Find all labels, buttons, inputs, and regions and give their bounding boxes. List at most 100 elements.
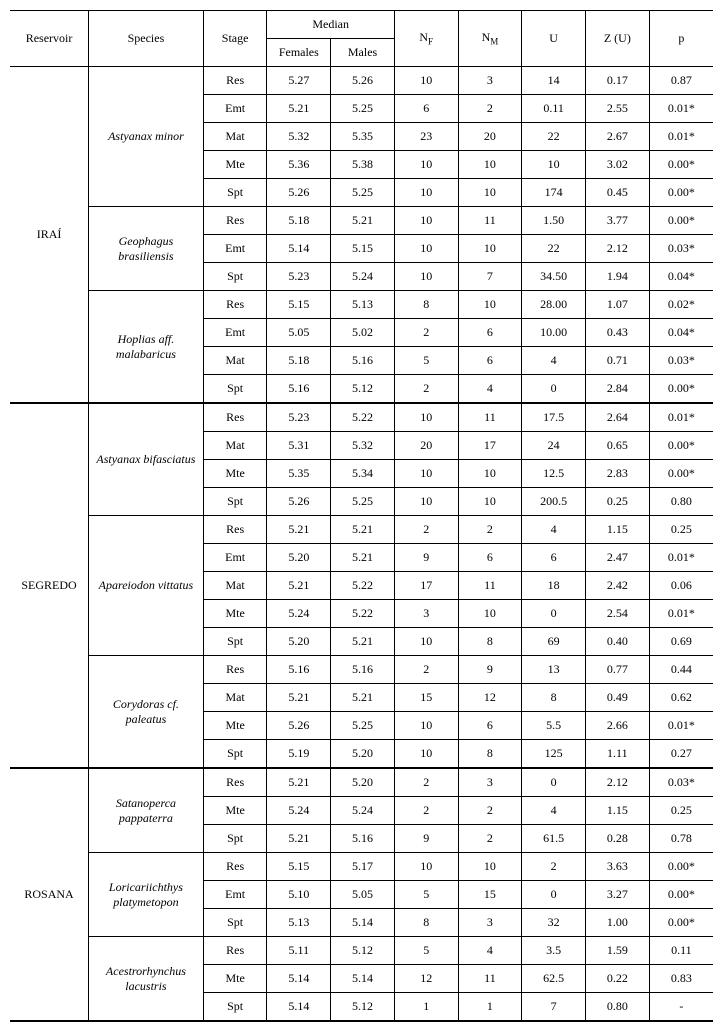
nf-cell: 2	[394, 656, 458, 684]
p-cell: 0.00*	[649, 432, 713, 460]
males-cell: 5.16	[331, 656, 395, 684]
zu-cell: 2.66	[585, 712, 649, 740]
females-cell: 5.23	[267, 263, 331, 291]
nf-cell: 10	[394, 179, 458, 207]
zu-cell: 2.64	[585, 403, 649, 432]
species-cell: Satanoperca pappaterra	[89, 768, 204, 853]
males-cell: 5.26	[331, 67, 395, 95]
nm-cell: 2	[458, 516, 522, 544]
males-cell: 5.20	[331, 740, 395, 769]
table-row: SEGREDOAstyanax bifasciatusRes5.235.2210…	[10, 403, 713, 432]
zu-cell: 1.00	[585, 909, 649, 937]
stage-cell: Res	[203, 853, 267, 881]
females-cell: 5.19	[267, 740, 331, 769]
u-cell: 0	[522, 375, 586, 404]
u-cell: 10	[522, 151, 586, 179]
males-cell: 5.02	[331, 319, 395, 347]
col-p: p	[649, 11, 713, 67]
nf-cell: 2	[394, 319, 458, 347]
stage-cell: Res	[203, 67, 267, 95]
nm-cell: 6	[458, 319, 522, 347]
p-cell: 0.00*	[649, 151, 713, 179]
males-cell: 5.22	[331, 600, 395, 628]
nf-sub: F	[428, 37, 433, 47]
species-cell: Hoplias aff. malabaricus	[89, 291, 204, 404]
stage-cell: Res	[203, 937, 267, 965]
p-cell: 0.02*	[649, 291, 713, 319]
males-cell: 5.25	[331, 488, 395, 516]
species-cell: Corydoras cf. paleatus	[89, 656, 204, 769]
zu-cell: 2.83	[585, 460, 649, 488]
stage-cell: Emt	[203, 319, 267, 347]
females-cell: 5.13	[267, 909, 331, 937]
table-row: Corydoras cf. paleatusRes5.165.1629130.7…	[10, 656, 713, 684]
nf-cell: 10	[394, 712, 458, 740]
nf-pre: N	[419, 30, 428, 44]
zu-cell: 2.47	[585, 544, 649, 572]
males-cell: 5.17	[331, 853, 395, 881]
nf-cell: 10	[394, 207, 458, 235]
nf-cell: 20	[394, 432, 458, 460]
nf-cell: 17	[394, 572, 458, 600]
females-cell: 5.23	[267, 403, 331, 432]
u-cell: 5.5	[522, 712, 586, 740]
p-cell: 0.11	[649, 937, 713, 965]
reservoir-cell: ROSANA	[10, 768, 89, 1021]
stage-cell: Res	[203, 768, 267, 797]
stage-cell: Mte	[203, 151, 267, 179]
p-cell: 0.00*	[649, 207, 713, 235]
females-cell: 5.21	[267, 95, 331, 123]
reservoir-cell: IRAÍ	[10, 67, 89, 404]
females-cell: 5.21	[267, 825, 331, 853]
nm-cell: 15	[458, 881, 522, 909]
u-cell: 125	[522, 740, 586, 769]
stage-cell: Res	[203, 516, 267, 544]
zu-cell: 1.07	[585, 291, 649, 319]
females-cell: 5.24	[267, 600, 331, 628]
nf-cell: 10	[394, 263, 458, 291]
females-cell: 5.27	[267, 67, 331, 95]
zu-cell: 3.02	[585, 151, 649, 179]
males-cell: 5.14	[331, 965, 395, 993]
nm-cell: 3	[458, 768, 522, 797]
stage-cell: Spt	[203, 375, 267, 404]
nf-cell: 10	[394, 235, 458, 263]
p-cell: 0.25	[649, 516, 713, 544]
u-cell: 1.50	[522, 207, 586, 235]
nm-cell: 11	[458, 403, 522, 432]
zu-cell: 1.59	[585, 937, 649, 965]
species-cell: Acestrorhynchus lacustris	[89, 937, 204, 1022]
u-cell: 6	[522, 544, 586, 572]
nm-cell: 10	[458, 460, 522, 488]
males-cell: 5.24	[331, 263, 395, 291]
females-cell: 5.31	[267, 432, 331, 460]
males-cell: 5.21	[331, 684, 395, 712]
col-nf: NF	[394, 11, 458, 67]
stage-cell: Spt	[203, 740, 267, 769]
u-cell: 34.50	[522, 263, 586, 291]
u-cell: 7	[522, 993, 586, 1022]
p-cell: -	[649, 993, 713, 1022]
stage-cell: Spt	[203, 909, 267, 937]
nm-cell: 12	[458, 684, 522, 712]
nf-cell: 12	[394, 965, 458, 993]
col-nm: NM	[458, 11, 522, 67]
nf-cell: 10	[394, 740, 458, 769]
nf-cell: 10	[394, 67, 458, 95]
table-header: Reservoir Species Stage Median NF NM U Z…	[10, 11, 713, 67]
females-cell: 5.15	[267, 853, 331, 881]
nm-cell: 1	[458, 993, 522, 1022]
p-cell: 0.01*	[649, 123, 713, 151]
females-cell: 5.14	[267, 965, 331, 993]
nf-cell: 5	[394, 881, 458, 909]
stage-cell: Mat	[203, 432, 267, 460]
nm-cell: 3	[458, 67, 522, 95]
nf-cell: 15	[394, 684, 458, 712]
table-row: Loricariichthys platymetoponRes5.155.171…	[10, 853, 713, 881]
stage-cell: Spt	[203, 825, 267, 853]
zu-cell: 3.77	[585, 207, 649, 235]
nm-cell: 10	[458, 853, 522, 881]
col-males: Males	[331, 39, 395, 67]
females-cell: 5.21	[267, 768, 331, 797]
u-cell: 22	[522, 123, 586, 151]
